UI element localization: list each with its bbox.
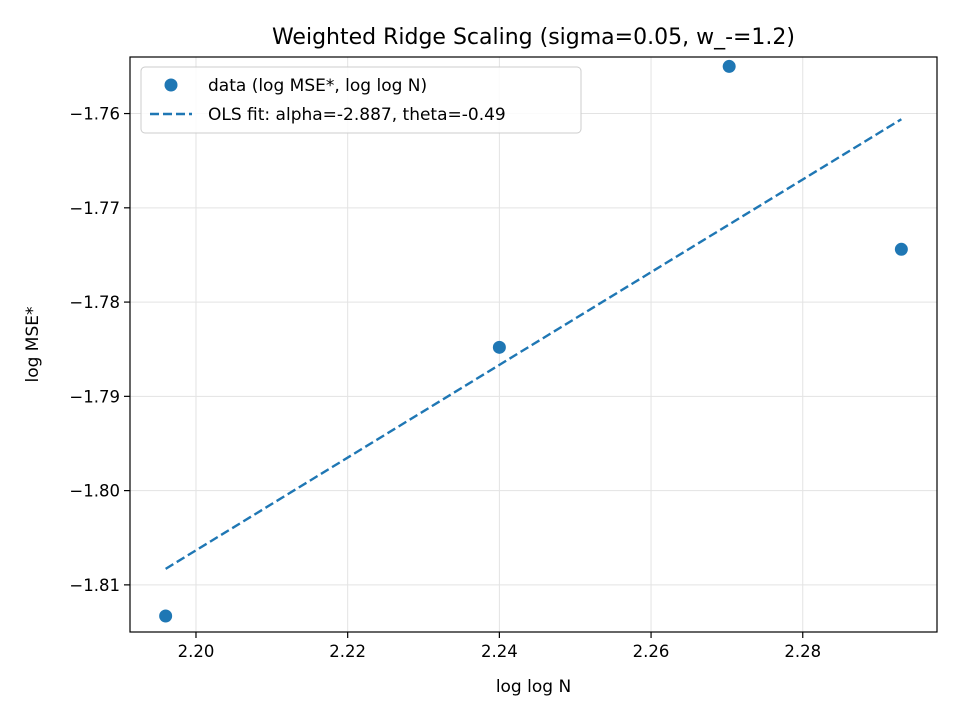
legend-box [140,66,582,134]
x-tick-label: 2.28 [784,642,821,661]
fit-line [165,118,902,570]
axis-ticks: 2.20 2.22 2.24 2.26 2.28 −1.81 −1.80 −1.79 −1.78… [69,105,821,661]
plot-series [159,59,908,623]
data-point [159,609,173,623]
data-point [492,340,506,354]
y-tick-label: −1.79 [69,387,120,406]
y-tick-label: −1.77 [69,199,120,218]
data-point [722,59,736,73]
x-tick-label: 2.20 [178,642,215,661]
x-tick-label: 2.24 [481,642,518,661]
x-tick-label: 2.26 [633,642,670,661]
x-tick-label: 2.22 [329,642,366,661]
legend-entry-label: OLS fit: alpha=-2.887, theta=-0.49 [208,105,506,125]
legend-entry-label: data (log MSE*, log log N) [208,76,427,96]
y-tick-label: −1.81 [69,576,120,595]
y-axis-label: log MSE* [23,306,43,382]
data-point [894,242,908,256]
x-axis-label: log log N [496,677,571,697]
legend: data (log MSE*, log log N) OLS fit: alpha… [140,66,582,134]
legend-point-marker [164,78,178,92]
y-tick-label: −1.80 [69,482,120,501]
y-tick-label: −1.78 [69,293,120,312]
chart-title: Weighted Ridge Scaling (sigma=0.05, w_-=… [272,25,795,50]
y-tick-label: −1.76 [69,105,120,124]
axes-frame [129,56,938,633]
